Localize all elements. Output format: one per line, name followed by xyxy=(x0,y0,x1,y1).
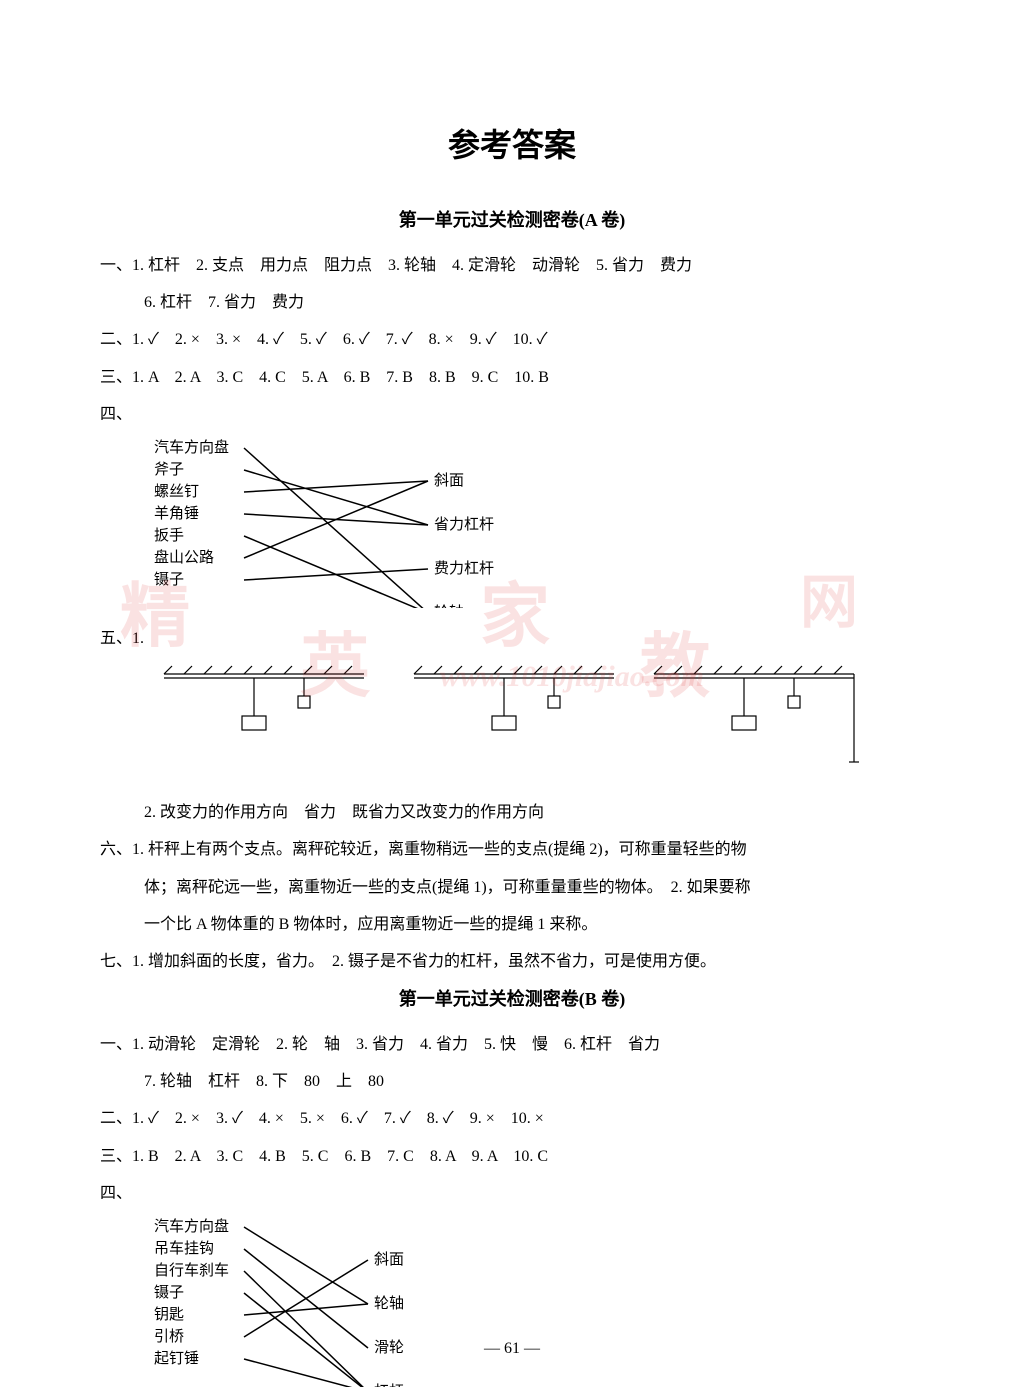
page-title: 参考答案 xyxy=(100,120,924,166)
a-q2: 二、1. ✓ 2. × 3. × 4. ✓ 5. ✓ 6. ✓ 7. ✓ 8. … xyxy=(100,322,924,357)
svg-text:杠杆: 杠杆 xyxy=(374,1383,404,1387)
svg-text:斧子: 斧子 xyxy=(154,461,184,478)
svg-text:斜面: 斜面 xyxy=(434,472,464,489)
a-q1: 一、1. 杠杆 2. 支点 用力点 阻力点 3. 轮轴 4. 定滑轮 动滑轮 5… xyxy=(100,248,924,283)
b-q2: 二、1. ✓ 2. × 3. ✓ 4. × 5. × 6. ✓ 7. ✓ 8. … xyxy=(100,1101,924,1136)
svg-text:费力杠杆: 费力杠杆 xyxy=(434,560,494,577)
svg-text:羊角锤: 羊角锤 xyxy=(154,505,199,522)
a-q5-2: 2. 改变力的作用方向 省力 既省力又改变力的作用方向 xyxy=(100,795,924,830)
pulley-diagram xyxy=(144,662,864,782)
svg-text:轮轴: 轮轴 xyxy=(434,604,464,608)
b-q1b: 7. 轮轴 杠杆 8. 下 80 上 80 xyxy=(100,1064,924,1099)
svg-text:螺丝钉: 螺丝钉 xyxy=(154,483,199,500)
svg-text:钥匙: 钥匙 xyxy=(154,1306,184,1323)
b-q4: 四、 xyxy=(100,1176,924,1211)
matching-diagram-b: 汽车方向盘吊车挂钩自行车刹车镊子钥匙引桥起钉锤斜面轮轴滑轮杠杆 xyxy=(144,1217,464,1387)
a-q6: 六、1. 杆秤上有两个支点。离秤砣较近，离重物稍远一些的支点(提绳 2)，可称重… xyxy=(100,832,924,867)
b-q1: 一、1. 动滑轮 定滑轮 2. 轮 轴 3. 省力 4. 省力 5. 快 慢 6… xyxy=(100,1027,924,1062)
a-q5-label: 五、1. xyxy=(100,630,144,647)
svg-text:自行车刹车: 自行车刹车 xyxy=(154,1262,229,1279)
svg-text:省力杠杆: 省力杠杆 xyxy=(434,516,494,533)
a-q3: 三、1. A 2. A 3. C 4. C 5. A 6. B 7. B 8. … xyxy=(100,360,924,395)
svg-text:汽车方向盘: 汽车方向盘 xyxy=(154,438,229,456)
a-q6c: 一个比 A 物体重的 B 物体时，应用离重物近一些的提绳 1 来称。 xyxy=(100,907,924,942)
svg-text:镊子: 镊子 xyxy=(154,1284,184,1301)
a-q4: 四、 xyxy=(100,397,924,432)
svg-text:扳手: 扳手 xyxy=(154,527,184,544)
svg-text:吊车挂钩: 吊车挂钩 xyxy=(154,1240,214,1257)
section-b-heading: 第一单元过关检测密卷(B 卷) xyxy=(100,985,924,1011)
svg-text:斜面: 斜面 xyxy=(374,1251,404,1268)
svg-text:轮轴: 轮轴 xyxy=(374,1295,404,1312)
a-q4-label: 四、 xyxy=(100,406,132,423)
section-a-heading: 第一单元过关检测密卷(A 卷) xyxy=(100,206,924,232)
b-q3: 三、1. B 2. A 3. C 4. B 5. C 6. B 7. C 8. … xyxy=(100,1139,924,1174)
a-q1-cont: 6. 杠杆 7. 省力 费力 xyxy=(100,285,924,320)
a-q6b: 体；离秤砣远一些，离重物近一些的支点(提绳 1)，可称重量重些的物体。 2. 如… xyxy=(100,870,924,905)
b-q4-label: 四、 xyxy=(100,1185,132,1202)
page-number: — 61 — xyxy=(0,1340,1024,1358)
svg-text:汽车方向盘: 汽车方向盘 xyxy=(154,1217,229,1235)
matching-diagram-a: 汽车方向盘斧子螺丝钉羊角锤扳手盘山公路镊子 斜面省力杠杆费力杠杆轮轴 xyxy=(144,438,524,608)
svg-text:镊子: 镊子 xyxy=(154,571,184,588)
a-q5: 五、1. xyxy=(100,621,924,656)
svg-text:盘山公路: 盘山公路 xyxy=(154,548,214,566)
a-q7: 七、1. 增加斜面的长度，省力。 2. 镊子是不省力的杠杆，虽然不省力，可是使用… xyxy=(100,944,924,979)
